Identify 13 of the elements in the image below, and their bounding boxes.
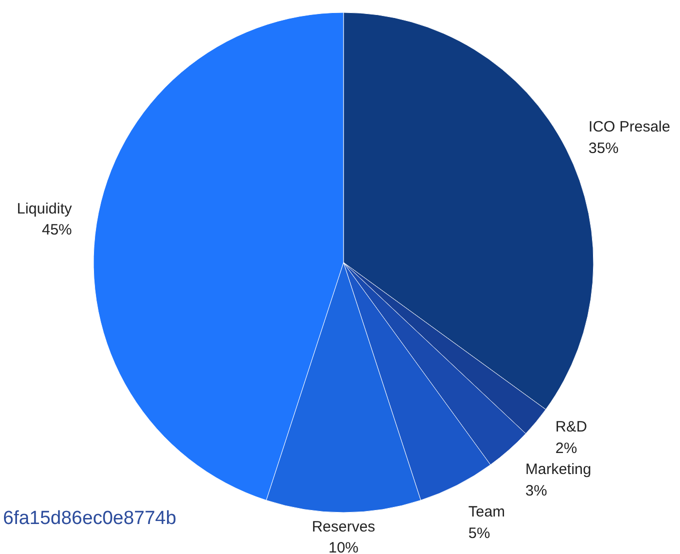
data-label: 35%: [588, 140, 619, 157]
data-label: 5%: [468, 524, 490, 542]
slice-label: R&D: [555, 418, 588, 436]
text: 6fa15d86ec0e8774b: [3, 508, 176, 529]
slice-label: Marketing: [525, 461, 592, 478]
data-label: 10%: [328, 540, 359, 554]
slice-label: ICO Presale: [588, 118, 670, 136]
slice-label: Team: [468, 504, 506, 521]
data-label: 2%: [555, 440, 578, 457]
slice-label: Liquidity: [16, 200, 72, 218]
data-label: 3%: [525, 482, 548, 500]
data-label: 45%: [42, 222, 72, 239]
slice-label: Reserves: [312, 518, 376, 536]
